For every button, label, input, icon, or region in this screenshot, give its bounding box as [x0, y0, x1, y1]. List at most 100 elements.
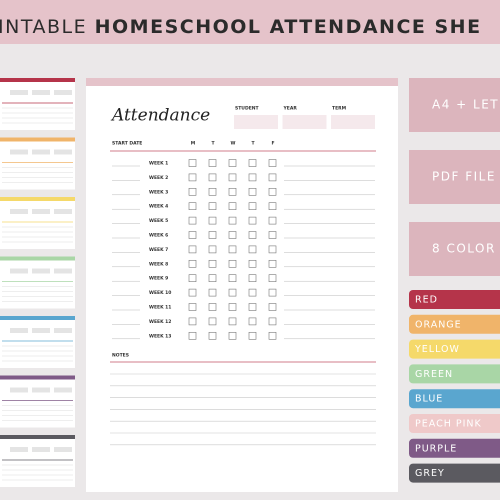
week-label: WEEK 1	[149, 161, 168, 167]
color-name: ORANGE	[415, 319, 462, 330]
day-label: W	[231, 141, 236, 147]
checkbox	[208, 202, 217, 210]
checkbox	[268, 188, 277, 196]
thumb-box	[10, 447, 28, 452]
color-name: PEACH PINK	[415, 419, 482, 430]
checkbox	[248, 331, 257, 340]
field-label: YEAR	[283, 106, 298, 112]
thumb-box	[32, 268, 50, 274]
sheet-title: Attendance	[110, 106, 210, 126]
field-box	[331, 115, 375, 129]
sheet	[86, 78, 398, 492]
feature-panel: A4 + LET PDF FILE 8 COLOR RED ORANGE YELLOW GR…	[409, 78, 500, 483]
week-label: WEEK 3	[149, 189, 168, 195]
checkbox	[188, 317, 197, 326]
field-box	[282, 115, 327, 129]
checkbox	[228, 331, 237, 340]
checkbox	[248, 303, 257, 311]
notes-label: NOTES	[112, 353, 129, 359]
thumb-bar	[0, 375, 75, 380]
thumb-box	[32, 209, 50, 214]
color-pill	[409, 339, 500, 359]
checkbox	[268, 173, 277, 182]
checkbox	[268, 303, 277, 311]
checkbox	[208, 173, 217, 182]
checkbox	[208, 188, 217, 196]
thumb-box	[32, 149, 50, 155]
thumb-bar	[0, 435, 75, 439]
week-label: WEEK 9	[149, 276, 168, 282]
banner-title: INTABLE HOMESCHOOL ATTENDANCE SHE	[0, 16, 482, 38]
thumbnails	[0, 78, 75, 487]
week-label: WEEK 2	[149, 175, 168, 181]
checkbox	[248, 259, 257, 268]
thumb-box	[32, 90, 50, 95]
thumb-box	[54, 268, 72, 274]
checkbox	[228, 216, 237, 225]
checkbox	[268, 216, 277, 225]
checkbox	[188, 274, 197, 283]
checkbox	[208, 259, 217, 268]
field-label: STUDENT	[235, 106, 260, 112]
checkbox	[208, 274, 217, 283]
checkbox	[248, 159, 257, 167]
checkbox	[248, 245, 257, 254]
checkbox	[228, 173, 237, 182]
color-pill	[409, 463, 500, 483]
checkbox	[248, 173, 257, 182]
banner	[0, 0, 500, 44]
checkbox	[228, 231, 237, 239]
checkbox	[188, 331, 197, 340]
feature-text: A4 + LET	[432, 98, 499, 112]
week-label: WEEK 7	[149, 247, 168, 253]
thumb-page	[0, 256, 75, 309]
checkbox	[208, 331, 217, 340]
thumb-bar	[0, 197, 75, 201]
checkbox	[228, 274, 237, 283]
checkbox	[268, 159, 277, 167]
feature-text: 8 COLOR	[432, 242, 496, 256]
banner-title-bold: HOMESCHOOL ATTENDANCE SHE	[95, 16, 482, 38]
thumb-box	[54, 149, 72, 155]
day-label: T	[251, 141, 255, 147]
thumb-bar	[0, 316, 75, 320]
color-name: GREY	[415, 468, 445, 479]
checkbox	[208, 288, 217, 297]
checkbox	[228, 245, 237, 254]
color-name: GREEN	[415, 369, 453, 380]
thumb-box	[54, 447, 72, 452]
thumb-box	[10, 149, 28, 155]
checkbox	[188, 188, 197, 196]
color-pill	[409, 290, 500, 309]
day-label: T	[211, 141, 215, 147]
checkbox	[188, 303, 197, 311]
checkbox	[208, 317, 217, 326]
thumb-page	[0, 78, 75, 130]
day-label: F	[271, 141, 274, 147]
checkbox	[188, 259, 197, 268]
thumb-page	[0, 375, 75, 428]
checkbox	[228, 159, 237, 167]
checkbox	[268, 288, 277, 297]
checkbox	[208, 303, 217, 311]
week-label: WEEK 5	[149, 218, 168, 224]
checkbox	[248, 288, 257, 297]
thumb-box	[10, 328, 28, 333]
checkbox	[248, 202, 257, 210]
color-pill	[409, 438, 500, 458]
checkbox	[248, 188, 257, 196]
thumb-box	[32, 328, 50, 333]
checkbox	[208, 216, 217, 225]
field-label: TERM	[332, 106, 347, 112]
checkbox	[188, 202, 197, 210]
start-date-label: START DATE	[112, 141, 142, 147]
thumb-box	[54, 387, 72, 393]
checkbox	[268, 202, 277, 210]
feature-box	[409, 222, 500, 276]
color-pill	[409, 364, 500, 384]
color-name: PURPLE	[415, 443, 457, 454]
thumb-box	[54, 328, 72, 333]
checkbox	[228, 317, 237, 326]
feature-text: PDF FILE	[432, 170, 496, 184]
